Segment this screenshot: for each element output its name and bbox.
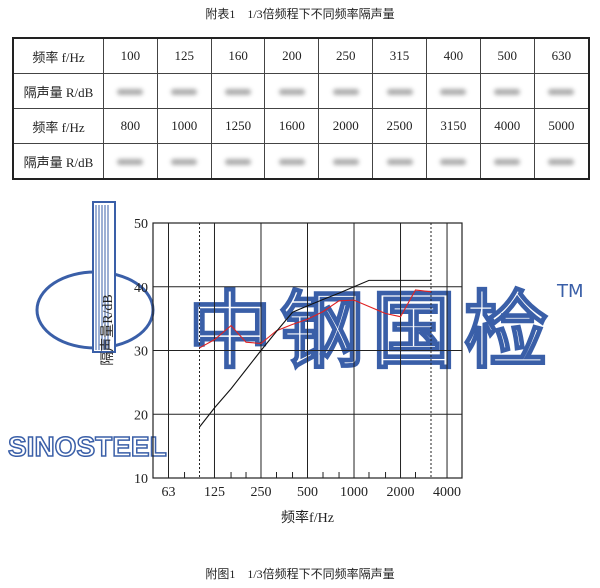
sinosteel-logo-text: SINOSTEEL: [8, 431, 167, 462]
y-tick-label: 20: [134, 408, 148, 423]
cell: 1600: [264, 108, 320, 144]
blurred-value-cell: [210, 143, 266, 180]
cell: 800: [103, 108, 158, 144]
cell: 2500: [372, 108, 427, 144]
row-header: 隔声量 R/dB: [12, 143, 104, 180]
x-tick-label: 4000: [433, 485, 461, 500]
sound-insulation-table: 频率 f/Hz 100 125 160 200 250 315 400 500 …: [12, 37, 590, 180]
x-axis-label: 频率f/Hz: [281, 509, 334, 526]
trademark-symbol: TM: [556, 281, 584, 302]
y-tick-label: 10: [134, 472, 148, 487]
row-header: 频率 f/Hz: [12, 108, 104, 144]
brand-watermark-text: 中钢国检: [188, 282, 556, 380]
blurred-value-cell: [425, 143, 481, 180]
table-row: 频率 f/Hz 100 125 160 200 250 315 400 500 …: [12, 37, 590, 74]
x-tick-label: 1000: [340, 485, 368, 500]
blurred-value-cell: [318, 73, 374, 109]
x-tick-label: 125: [204, 485, 225, 500]
blurred-value-cell: [533, 143, 590, 180]
blurred-value-cell: [479, 143, 535, 180]
y-tick-label: 30: [134, 345, 148, 360]
plot-frame: [152, 222, 463, 479]
blurred-value-cell: [533, 73, 590, 109]
blurred-value-cell: [103, 73, 158, 109]
measured-curve: [199, 289, 432, 349]
cell: 3150: [425, 108, 481, 144]
cell: 630: [533, 37, 590, 74]
blurred-value-cell: [318, 143, 374, 180]
x-tick-label: 250: [250, 485, 271, 500]
cell: 5000: [533, 108, 590, 144]
blurred-value-cell: [210, 73, 266, 109]
blurred-value-cell: [372, 73, 427, 109]
x-tick-label: 500: [297, 485, 318, 500]
cell: 2000: [318, 108, 374, 144]
y-tick-label: 40: [134, 281, 148, 296]
cell: 315: [372, 37, 427, 74]
blurred-value-cell: [479, 73, 535, 109]
cell: 200: [264, 37, 320, 74]
row-header: 频率 f/Hz: [12, 37, 104, 74]
blurred-value-cell: [372, 143, 427, 180]
y-axis-label: 隔声量R/dB: [100, 294, 116, 366]
table-caption: 附表1 1/3倍频程下不同频率隔声量: [205, 7, 395, 21]
row-header: 隔声量 R/dB: [12, 73, 104, 109]
table-row: 隔声量 R/dB: [12, 143, 590, 180]
table-row: 频率 f/Hz 800 1000 1250 1600 2000 2500 315…: [12, 108, 590, 144]
figure-caption: 附图1 1/3倍频程下不同频率隔声量: [205, 567, 395, 581]
cell: 500: [479, 37, 535, 74]
cell: 4000: [479, 108, 535, 144]
cell: 100: [103, 37, 158, 74]
cell: 125: [156, 37, 212, 74]
y-tick-label: 50: [134, 217, 148, 232]
cell: 1250: [210, 108, 266, 144]
x-tick-label: 2000: [387, 485, 415, 500]
x-tick-label: 63: [162, 485, 176, 500]
reference-curve: [199, 279, 431, 428]
